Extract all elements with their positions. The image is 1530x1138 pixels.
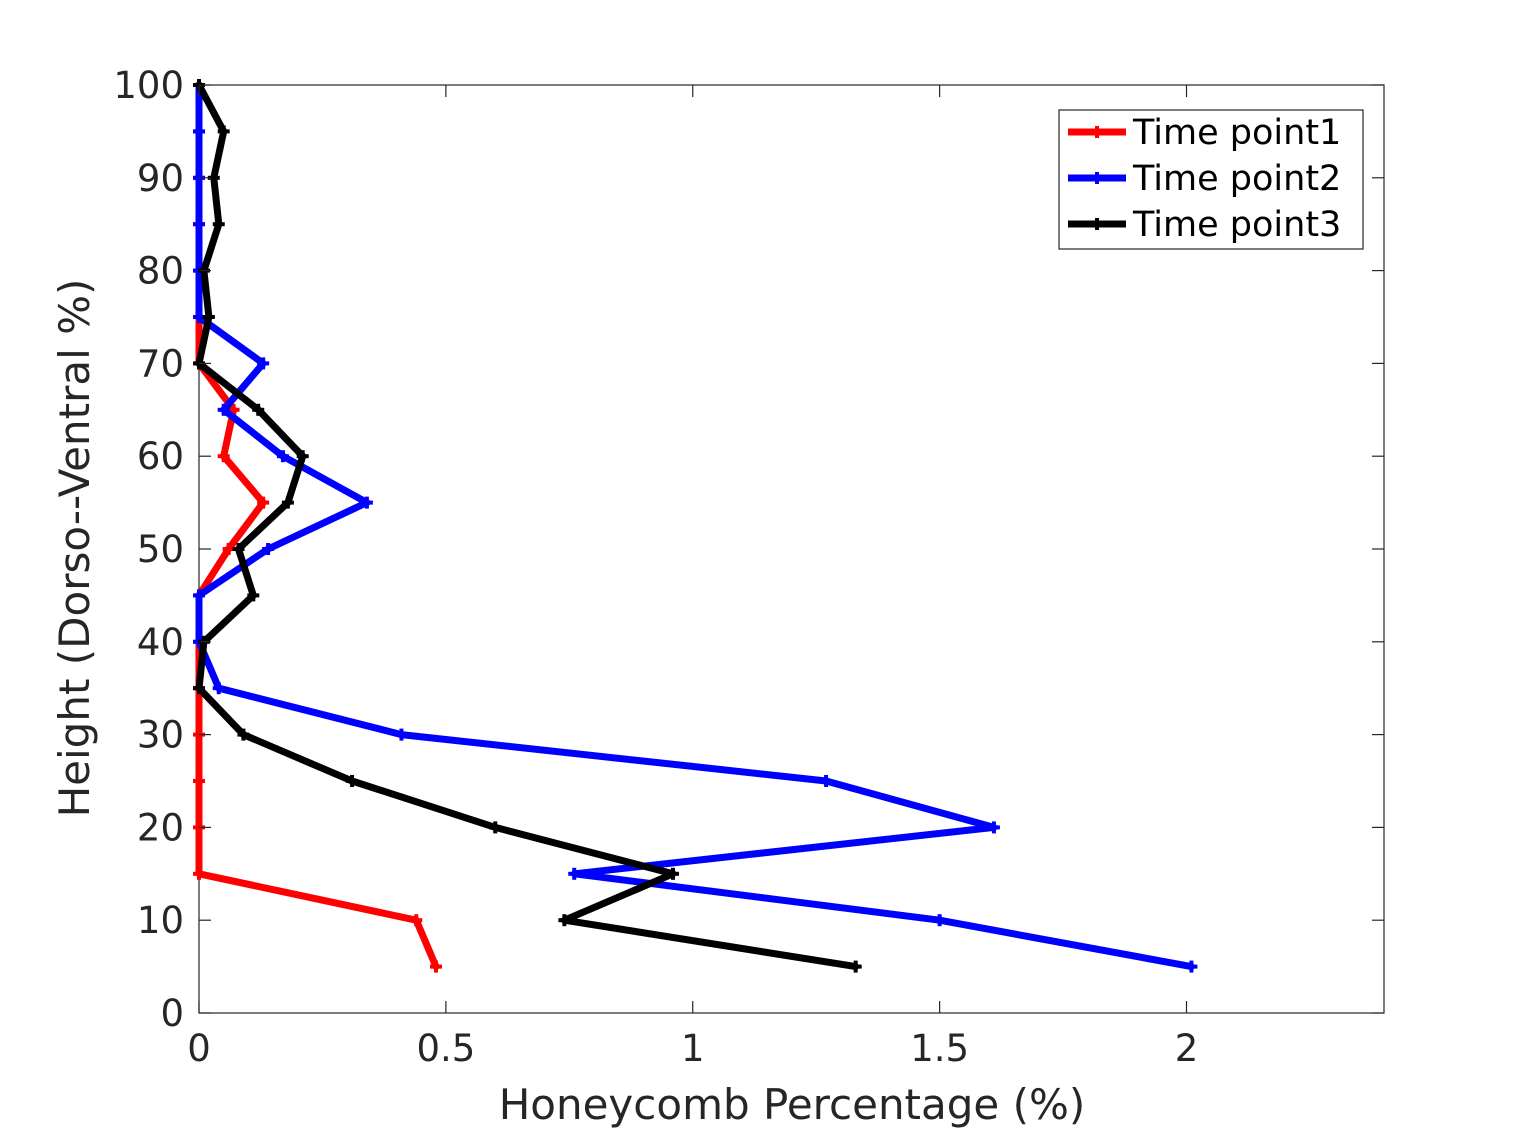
series-line: [195, 81, 860, 971]
x-tick-label: 0: [187, 1027, 211, 1070]
y-tick-label: 30: [137, 714, 184, 757]
x-tick-label: 2: [1175, 1027, 1199, 1070]
legend-item: Time point2: [1068, 159, 1341, 199]
legend: Time point1 Time point2 Time point3: [1058, 109, 1364, 250]
legend-label: Time point2: [1132, 159, 1341, 199]
series-line: [195, 81, 1195, 971]
y-tick-label: 60: [137, 435, 184, 478]
x-tick-label: 0.5: [416, 1027, 475, 1070]
y-tick-label: 20: [137, 806, 184, 849]
legend-label: Time point1: [1132, 113, 1341, 153]
x-tick-label: 1: [681, 1027, 705, 1070]
legend-item: Time point3: [1068, 205, 1341, 245]
series-layer: [193, 79, 1198, 973]
y-axis-label: Height (Dorso--Ventral %): [50, 279, 99, 818]
x-axis-label: Honeycomb Percentage (%): [499, 1080, 1086, 1129]
y-tick-label: 10: [137, 899, 184, 942]
y-tick-label: 0: [160, 992, 184, 1035]
x-tick-label: 1.5: [910, 1027, 969, 1070]
legend-label: Time point3: [1132, 205, 1341, 245]
y-tick-label: 90: [137, 157, 184, 200]
y-tick-label: 80: [137, 250, 184, 293]
y-tick-label: 70: [137, 342, 184, 385]
series-3: [193, 79, 862, 973]
legend-item: Time point1: [1068, 113, 1341, 153]
y-tick-label: 40: [137, 621, 184, 664]
y-tick-label: 50: [137, 528, 184, 571]
y-tick-label: 100: [113, 64, 184, 107]
